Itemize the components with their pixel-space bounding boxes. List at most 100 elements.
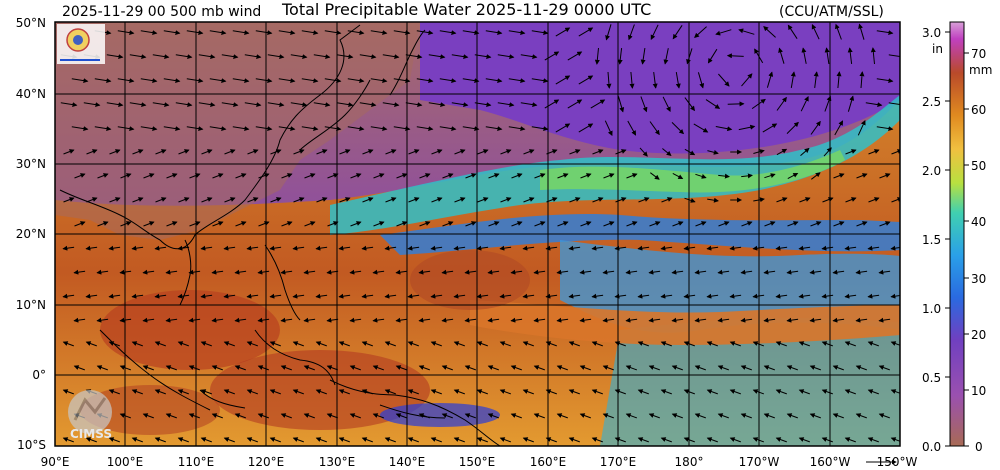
wind-arrow: [255, 78, 273, 84]
wind-arrow: [738, 28, 755, 35]
wind-arrow: [671, 122, 684, 135]
wind-arrow: [177, 341, 189, 347]
wind-arrow: [579, 413, 591, 419]
cb-mm-tick-40: 40: [971, 215, 987, 229]
wind-arrow: [520, 102, 538, 108]
wind-arrow: [269, 389, 281, 395]
wind-arrow: [752, 341, 764, 347]
cb-mm-tick-10: 10: [971, 384, 987, 398]
wind-arrow: [867, 245, 880, 251]
wind-arrow: [71, 126, 89, 132]
wind-arrow: [614, 245, 627, 251]
wind-arrow: [327, 221, 339, 227]
wind-arrow: [373, 173, 385, 179]
wind-arrow: [602, 413, 614, 419]
wind-arrow: [763, 317, 776, 323]
wind-arrow: [97, 173, 109, 179]
wind-arrow: [347, 78, 365, 84]
wind-arrow: [867, 341, 879, 347]
wind-arrow: [845, 197, 857, 203]
wind-arrow: [694, 317, 707, 323]
wind-arrow: [395, 365, 407, 371]
wind-arrow: [832, 269, 845, 275]
wind-arrow: [108, 341, 120, 347]
wind-arrow: [324, 78, 342, 84]
wind-arrow: [707, 48, 718, 64]
wind-arrow: [510, 317, 523, 323]
wind-arrow: [477, 149, 489, 155]
wind-arrow: [844, 389, 856, 395]
wind-arrow: [267, 102, 285, 108]
agency-logo: [57, 24, 105, 64]
wind-arrow: [686, 48, 693, 65]
wind-arrow: [338, 245, 351, 251]
wind-arrow: [786, 413, 798, 419]
wind-arrow: [787, 221, 799, 227]
wind-arrow: [844, 293, 857, 299]
wind-arrow: [878, 317, 891, 323]
wind-arrow: [327, 173, 339, 179]
wind-arrow: [729, 437, 741, 443]
wind-arrow: [109, 197, 121, 203]
wind-arrow: [684, 197, 696, 203]
wind-arrow: [534, 221, 546, 227]
wind-arrow: [533, 269, 546, 275]
wind-arrow: [209, 30, 227, 36]
wind-arrow: [86, 197, 98, 203]
wind-arrow: [120, 173, 132, 179]
wind-arrow: [395, 413, 407, 419]
wind-arrow: [165, 317, 178, 323]
wind-arrow: [431, 197, 443, 203]
wind-arrow: [301, 126, 319, 132]
wind-arrow: [143, 221, 155, 227]
wind-arrow: [221, 102, 239, 108]
wind-arrow: [751, 98, 766, 110]
wind-arrow: [487, 365, 499, 371]
wind-arrow: [62, 437, 74, 443]
wind-arrow: [683, 245, 696, 251]
wind-arrow: [706, 389, 718, 395]
wind-arrow: [235, 221, 247, 227]
wind-arrow: [430, 389, 442, 395]
wind-arrow: [132, 197, 144, 203]
cb-mm-tick-0: 0: [975, 440, 983, 454]
wind-arrow: [500, 197, 512, 203]
wind-arrow: [462, 30, 480, 36]
wind-arrow: [407, 293, 420, 299]
wind-arrow: [200, 245, 213, 251]
wind-arrow: [718, 73, 730, 87]
wind-arrow: [464, 413, 476, 419]
graticule: [55, 22, 900, 446]
wind-arrow: [108, 293, 121, 299]
wind-arrow: [683, 293, 696, 299]
wind-arrow: [867, 293, 880, 299]
wind-arrow: [487, 269, 500, 275]
wind-arrow: [855, 269, 868, 275]
wind-arrow: [269, 341, 281, 347]
wind-arrow: [591, 245, 604, 251]
map-frame: [54, 21, 901, 447]
wind-arrow: [753, 197, 765, 203]
wind-arrow: [580, 173, 592, 179]
wind-arrow: [244, 102, 262, 108]
wind-arrow: [640, 96, 648, 113]
wind-arrow: [660, 437, 672, 443]
wind-arrow: [247, 197, 259, 203]
wind-arrow: [487, 413, 499, 419]
wind-arrow: [661, 197, 673, 203]
wind-arrow: [637, 437, 649, 443]
wind-arrow: [407, 245, 420, 251]
wind-arrow: [85, 293, 98, 299]
wind-arrow: [223, 293, 236, 299]
wind-arrow: [556, 317, 569, 323]
wind-arrow: [855, 317, 868, 323]
wind-arrow: [857, 119, 866, 136]
wind-arrow: [617, 48, 623, 65]
wind-arrow: [338, 341, 350, 347]
wind-arrow: [591, 389, 603, 395]
wind-arrow: [557, 173, 569, 179]
wind-arrow: [211, 413, 223, 419]
wind-arrow: [234, 269, 247, 275]
wind-arrow: [497, 54, 515, 60]
wind-arrow: [350, 221, 362, 227]
